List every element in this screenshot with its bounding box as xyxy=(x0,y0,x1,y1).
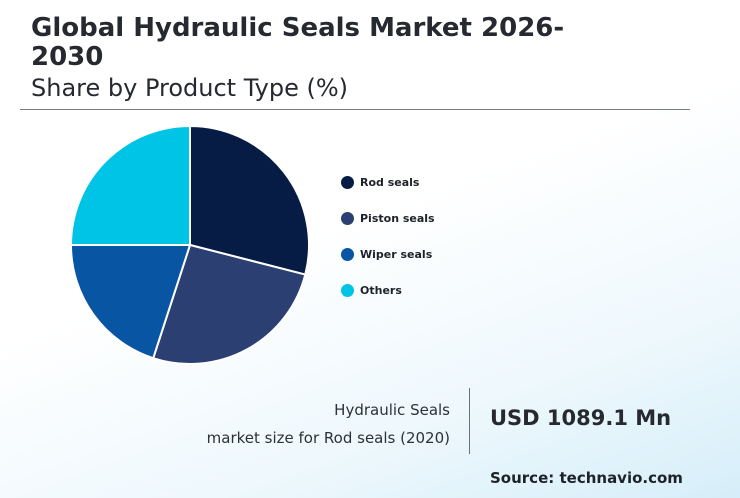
legend-swatch-wiper-seals xyxy=(341,248,354,261)
legend-label-rod-seals: Rod seals xyxy=(360,176,420,189)
legend-swatch-rod-seals xyxy=(341,176,354,189)
pie-slice-wiper-seals xyxy=(70,244,191,360)
metric-value: USD 1089.1 Mn xyxy=(490,406,672,430)
chart-subtitle: Share by Product Type (%) xyxy=(31,74,348,102)
metric-label-line-1: Hydraulic Seals xyxy=(334,401,450,419)
legend-label-wiper-seals: Wiper seals xyxy=(360,248,433,261)
chart-title: Global Hydraulic Seals Market 2026-2030 xyxy=(31,13,565,72)
pie-slice-piston-seals xyxy=(152,244,307,365)
legend-swatch-piston-seals xyxy=(341,212,354,225)
title-divider xyxy=(20,109,690,110)
source-credit: Source: technavio.com xyxy=(490,469,683,487)
pie-slice-rod-seals xyxy=(189,125,310,276)
metric-divider xyxy=(469,388,470,454)
legend-swatch-others xyxy=(341,284,354,297)
pie-slice-others xyxy=(70,125,191,246)
metric-label-line-2: market size for Rod seals (2020) xyxy=(206,429,450,447)
legend-label-others: Others xyxy=(360,284,402,297)
legend-label-piston-seals: Piston seals xyxy=(360,212,435,225)
